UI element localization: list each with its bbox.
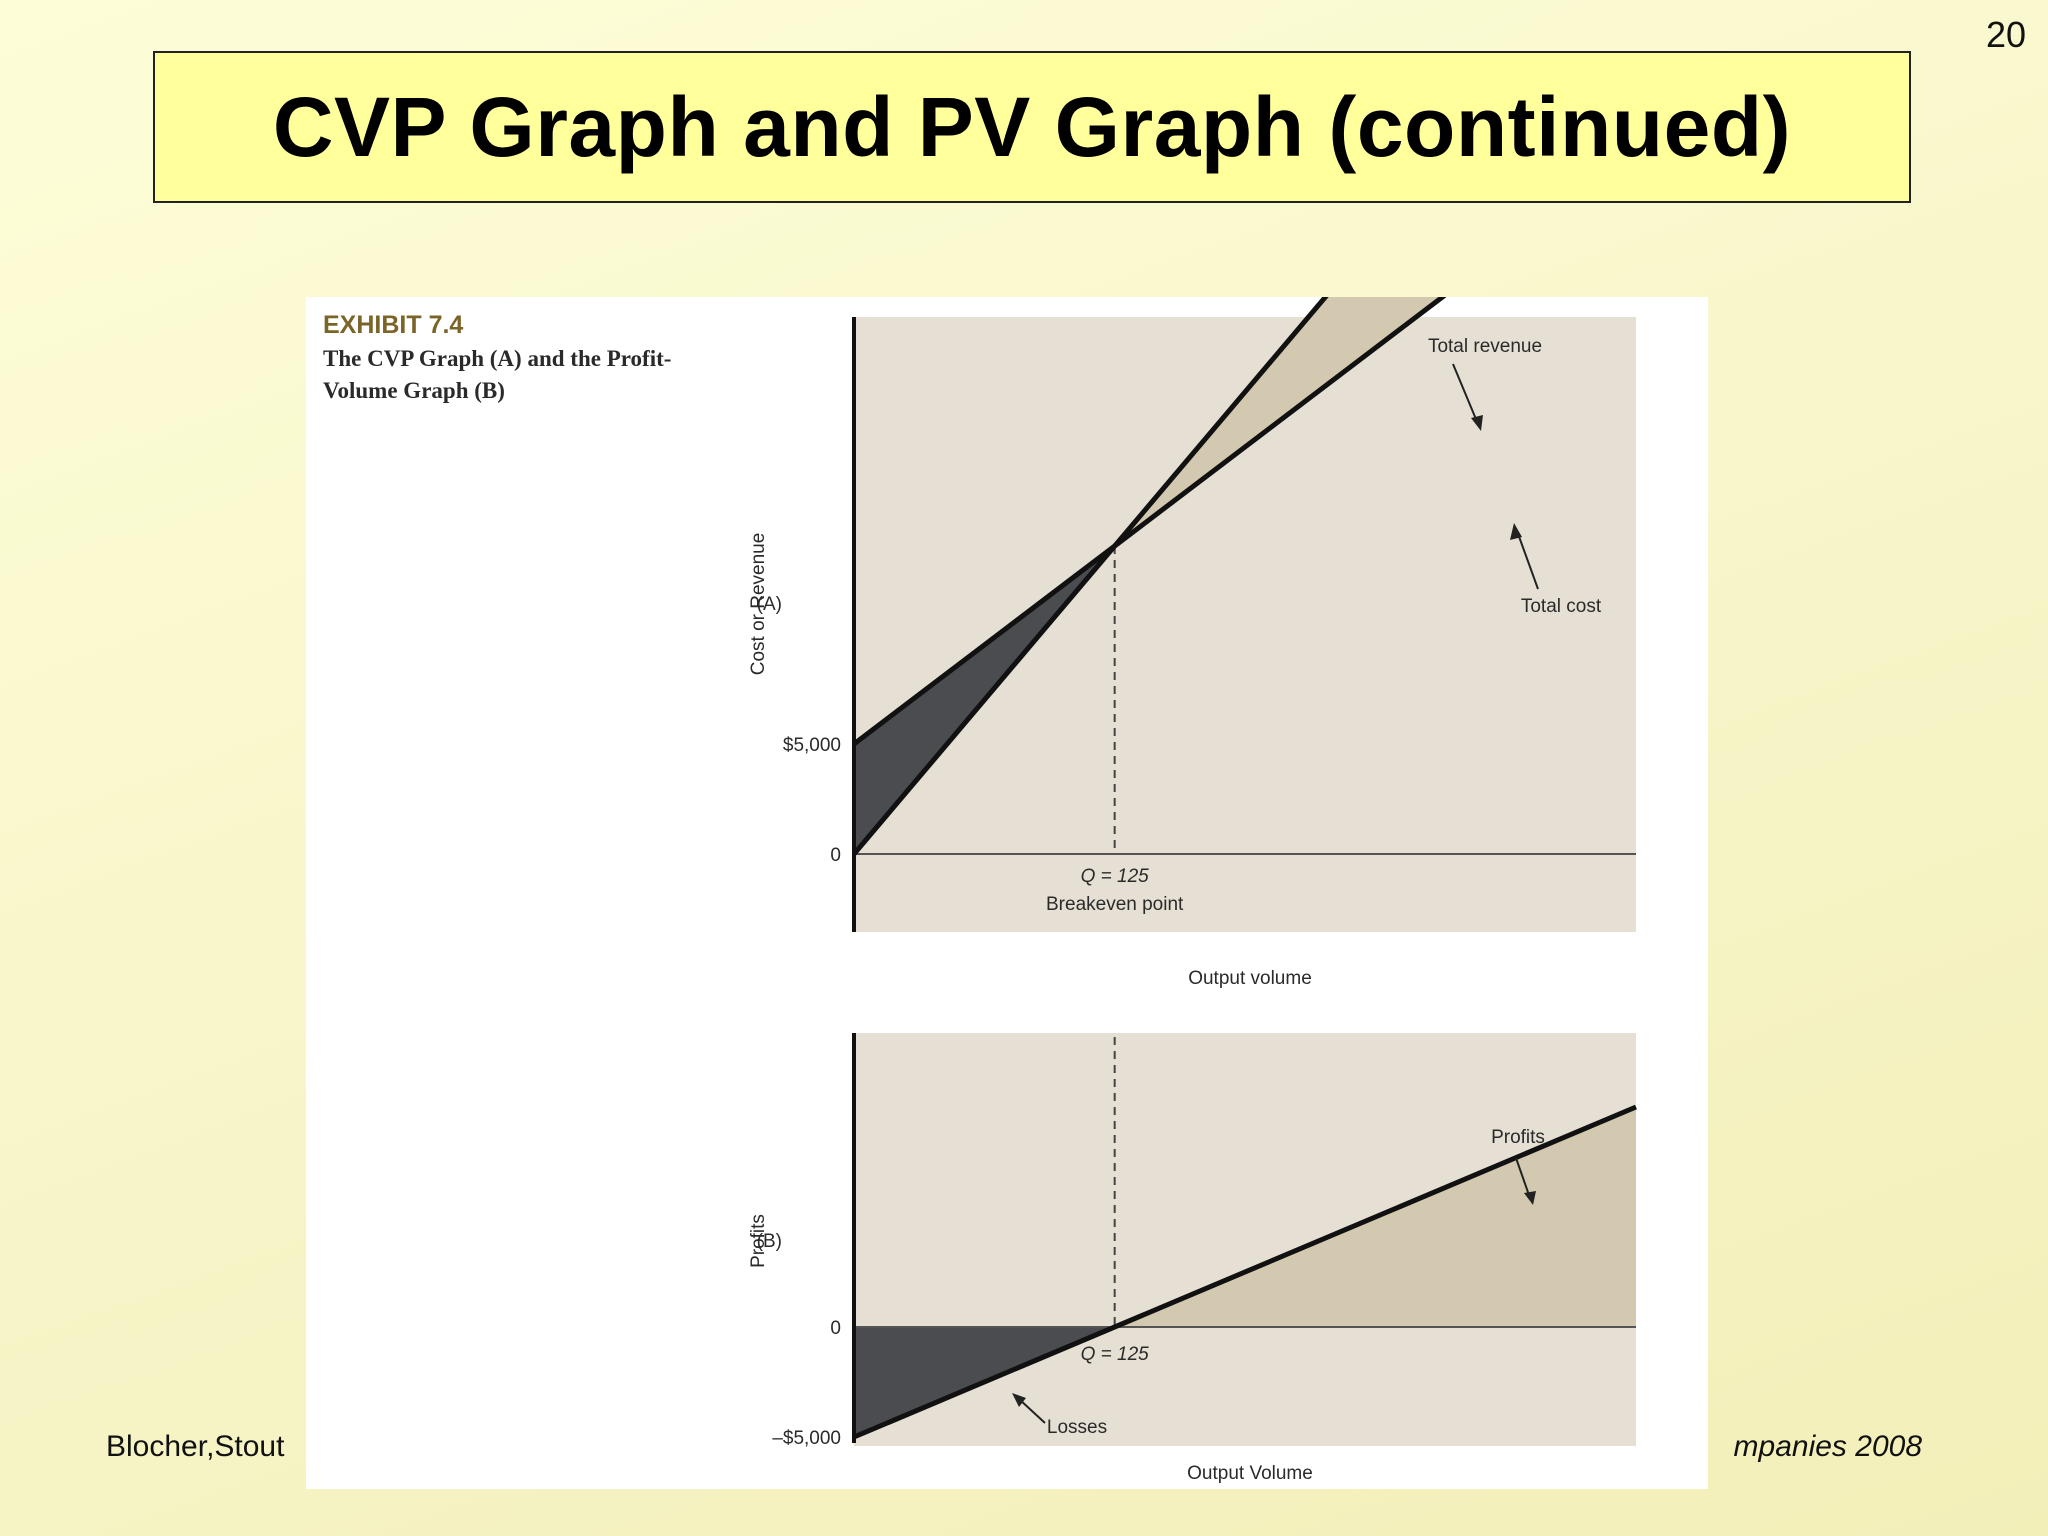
total-cost-label: Total cost	[1521, 596, 1602, 617]
panel-b: (B) Profits 0 –$5,000 Q = 125 Output Vol…	[748, 1033, 1637, 1484]
total-revenue-arrow	[1452, 363, 1479, 425]
panel-a-label: (A)	[757, 594, 782, 615]
profits-arrow	[1515, 1157, 1531, 1199]
panel-a-tick-5000: $5,000	[783, 735, 841, 756]
panel-b-tick-0: 0	[830, 1318, 841, 1339]
panel-a: (A) Cost or Revenue $5,000 0 Q = 125 Bre…	[748, 297, 1636, 989]
breakeven-point-label: Breakeven point	[1046, 894, 1184, 915]
total-cost-arrow	[1516, 530, 1539, 590]
exhibit-label: EXHIBIT 7.4	[323, 311, 464, 339]
title-box: CVP Graph and PV Graph (continued)	[153, 51, 1911, 203]
panel-b-loss-area	[854, 1327, 1115, 1437]
panel-b-x-label: Output Volume	[1187, 1463, 1313, 1484]
exhibit-chart-svg: (A) Cost or Revenue $5,000 0 Q = 125 Bre…	[748, 297, 1637, 1484]
footer-credit-right: mpanies 2008	[1733, 1430, 1922, 1463]
losses-arrow	[1018, 1398, 1046, 1424]
total-cost-arrowhead	[1510, 523, 1522, 540]
slide-title: CVP Graph and PV Graph (continued)	[272, 79, 1792, 174]
footer-credit-left: Blocher,Stout	[106, 1430, 285, 1463]
losses-arrowhead	[1012, 1393, 1026, 1407]
profits-line	[853, 1104, 1637, 1440]
profits-arrowhead	[1524, 1191, 1536, 1205]
total-revenue-label: Total revenue	[1428, 336, 1542, 357]
total-cost-line	[852, 297, 1447, 746]
panel-b-label: (B)	[757, 1231, 782, 1252]
total-revenue-arrowhead	[1471, 415, 1483, 431]
panel-a-y-label: Cost or Revenue	[748, 533, 769, 676]
total-revenue-line	[852, 297, 1329, 856]
exhibit-card: EXHIBIT 7.4 The CVP Graph (A) and the Pr…	[306, 297, 1708, 1489]
losses-label: Losses	[1047, 1417, 1107, 1438]
slide-number: 20	[1985, 14, 2026, 55]
panel-a-x-label: Output volume	[1188, 968, 1312, 989]
exhibit-caption: The CVP Graph (A) and the Profit-Volume …	[323, 346, 672, 403]
panel-a-tick-0: 0	[830, 845, 841, 866]
panel-b-y-label: Profits	[748, 1214, 769, 1268]
panel-b-breakeven-q: Q = 125	[1081, 1344, 1150, 1365]
profits-label: Profits	[1491, 1127, 1545, 1148]
panel-a-breakeven-q: Q = 125	[1081, 866, 1150, 887]
panel-b-tick-neg-5000: –$5,000	[772, 1428, 841, 1449]
